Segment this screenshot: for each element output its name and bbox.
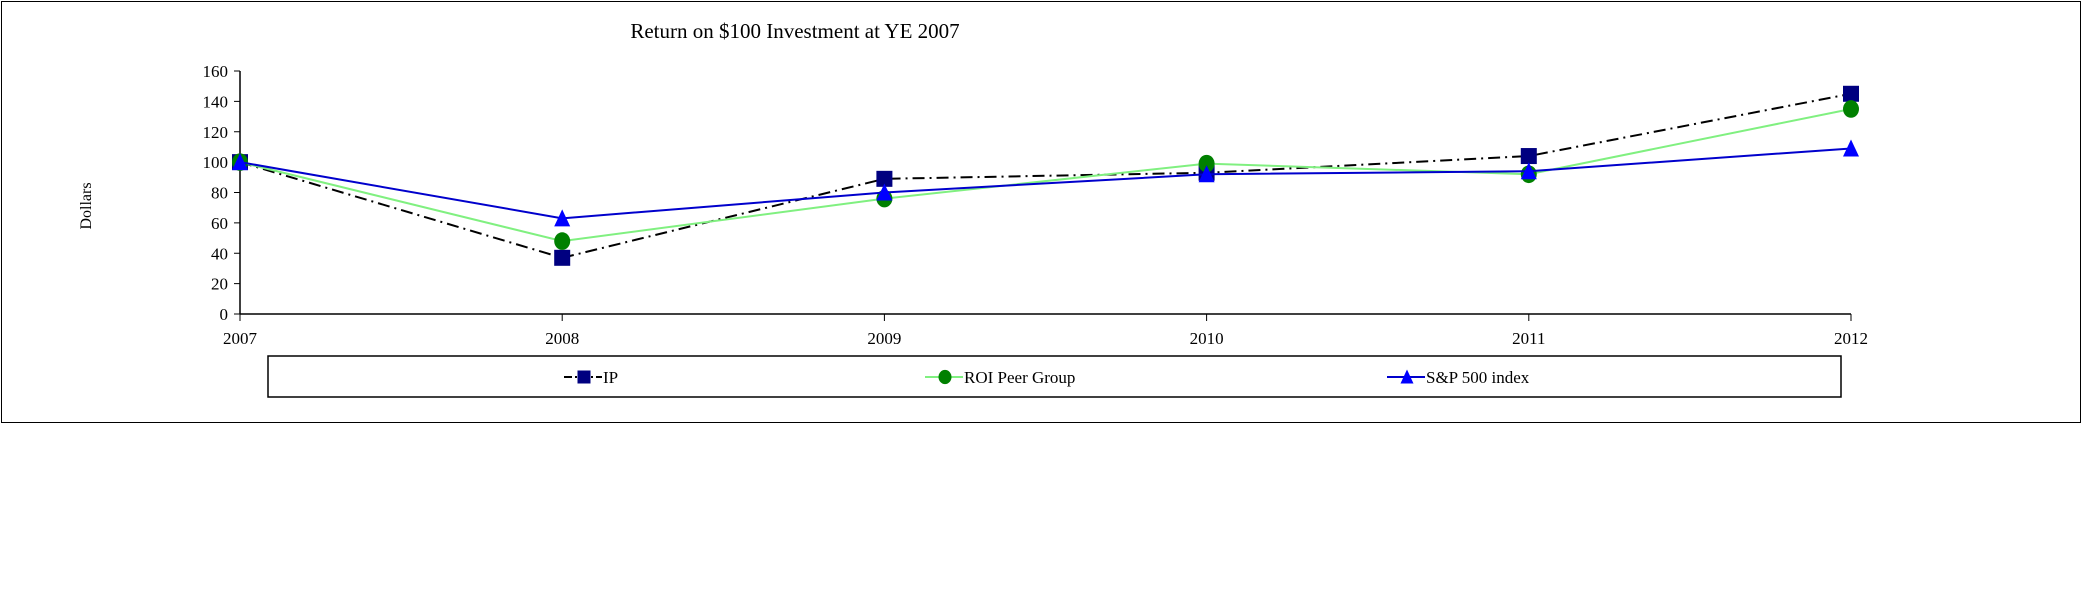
axes: 0 20 40 60 80 100 120 140 160 2007 2008 2009 2010 201… xyxy=(203,62,1869,348)
series-line xyxy=(239,107,1852,243)
y-tick-label: 40 xyxy=(211,244,228,263)
y-axis-label: Dollars xyxy=(78,182,95,229)
series-group xyxy=(232,85,1859,266)
y-tick-label: 0 xyxy=(220,305,229,324)
y-tick-label: 80 xyxy=(211,184,228,203)
triangle-marker xyxy=(1843,139,1859,157)
triangle-marker xyxy=(232,153,248,171)
legend-box xyxy=(267,355,1842,398)
triangle-marker xyxy=(1400,369,1414,384)
series-s-p-500-index xyxy=(232,139,1859,227)
square-marker xyxy=(577,370,591,384)
series-line xyxy=(239,92,1852,259)
square-marker xyxy=(1843,85,1859,102)
square-marker xyxy=(1520,148,1537,165)
legend: IP ROI Peer Group S&P 500 index xyxy=(564,368,1530,387)
y-tick-label: 60 xyxy=(211,214,228,233)
y-tick-label: 160 xyxy=(203,62,229,81)
triangle-marker xyxy=(1520,162,1537,180)
triangle-marker xyxy=(1198,165,1215,183)
circle-marker xyxy=(554,232,571,250)
legend-item: IP xyxy=(564,368,618,387)
x-tick-label: 2011 xyxy=(1512,329,1545,348)
x-tick-label: 2007 xyxy=(223,329,258,348)
y-tick-label: 140 xyxy=(203,92,229,111)
x-tick-label: 2012 xyxy=(1834,329,1868,348)
series-ip xyxy=(232,85,1859,266)
y-tick-label: 120 xyxy=(203,123,229,142)
legend-item: S&P 500 index xyxy=(1387,368,1530,387)
circle-marker xyxy=(1843,100,1859,118)
legend-label: S&P 500 index xyxy=(1426,368,1530,387)
square-marker xyxy=(876,170,893,187)
triangle-marker xyxy=(554,209,571,227)
circle-marker xyxy=(938,369,952,385)
legend-label: ROI Peer Group xyxy=(964,368,1075,387)
x-tick-label: 2009 xyxy=(867,329,901,348)
x-tick-label: 2010 xyxy=(1190,329,1224,348)
legend-label: IP xyxy=(603,368,618,387)
y-tick-label: 20 xyxy=(211,275,228,294)
series-roi-peer-group xyxy=(232,100,1859,250)
y-tick-label: 100 xyxy=(203,153,229,172)
square-marker xyxy=(554,249,571,266)
legend-item: ROI Peer Group xyxy=(925,368,1075,387)
triangle-marker xyxy=(876,183,893,201)
circle-marker xyxy=(1198,154,1215,173)
chart-frame xyxy=(1,1,2081,423)
x-tick-label: 2008 xyxy=(545,329,579,348)
chart-title: Return on $100 Investment at YE 2007 xyxy=(630,19,959,43)
series-line xyxy=(239,147,1852,220)
